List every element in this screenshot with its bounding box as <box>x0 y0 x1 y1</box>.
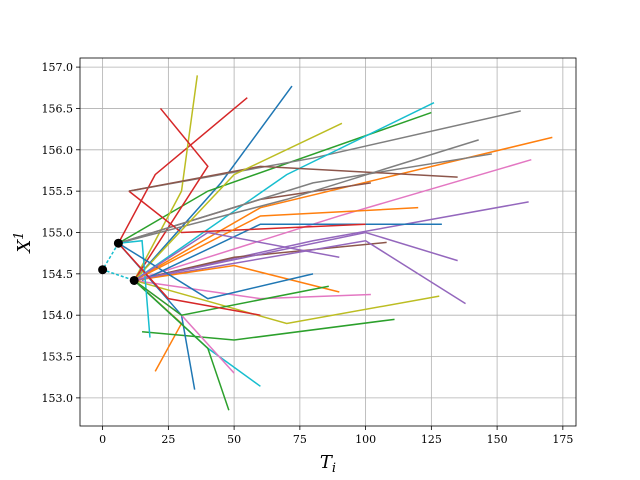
series-line <box>133 136 553 282</box>
y-tick-label: 155.0 <box>42 226 74 239</box>
series-line <box>101 242 135 282</box>
series-line <box>133 107 209 281</box>
series-line <box>117 242 261 316</box>
y-tick-label: 154.0 <box>42 309 74 322</box>
series-line <box>141 223 442 282</box>
series-line <box>128 190 366 234</box>
series-line <box>118 153 492 244</box>
series-line <box>133 75 199 281</box>
series-line <box>133 231 340 282</box>
x-tick-label: 0 <box>99 433 106 446</box>
series-line <box>133 85 293 281</box>
point-marker <box>98 265 108 275</box>
x-label-main: T <box>320 452 334 473</box>
series-line <box>118 239 151 338</box>
x-axis-label: Ti <box>320 452 336 476</box>
series-line <box>134 231 458 282</box>
series-line <box>133 158 532 282</box>
series-line <box>128 165 458 192</box>
y-tick-label: 157.0 <box>42 61 74 74</box>
series-line <box>133 122 343 281</box>
series-line <box>134 241 387 282</box>
y-tick-label: 154.5 <box>42 268 74 281</box>
series-line <box>133 206 419 282</box>
series-line <box>133 279 183 372</box>
point-marker <box>113 238 123 248</box>
plot-frame <box>79 57 577 427</box>
series-line <box>134 279 371 300</box>
y-tick-label: 153.5 <box>42 351 74 364</box>
series-line <box>118 242 314 300</box>
series-line <box>134 264 340 293</box>
x-tick-label: 100 <box>355 433 376 446</box>
x-tick-label: 25 <box>161 433 175 446</box>
y-label-sup: 1 <box>12 231 27 239</box>
series-line <box>118 139 479 244</box>
series-line <box>117 97 248 244</box>
x-label-sub: i <box>332 461 336 476</box>
y-label-main: X <box>14 239 35 255</box>
x-tick-label: 125 <box>421 433 442 446</box>
y-tick-label: 155.5 <box>42 185 74 198</box>
series-line <box>118 111 432 244</box>
x-tick-label: 50 <box>227 433 241 446</box>
point-marker <box>129 275 139 285</box>
x-tick-label: 75 <box>293 433 307 446</box>
y-axis-label: X1 <box>12 231 35 254</box>
x-tick-label: 150 <box>487 433 508 446</box>
series-line <box>133 279 440 325</box>
y-tick-label: 153.0 <box>42 392 74 405</box>
y-tick-label: 156.0 <box>42 144 74 157</box>
y-tick-label: 156.5 <box>42 102 74 115</box>
series-line <box>141 318 395 341</box>
series-line <box>133 101 435 282</box>
series-line <box>133 279 230 411</box>
plot-area <box>98 75 553 411</box>
series-line <box>133 279 329 316</box>
x-tick-label: 175 <box>552 433 573 446</box>
series-line <box>134 239 466 305</box>
